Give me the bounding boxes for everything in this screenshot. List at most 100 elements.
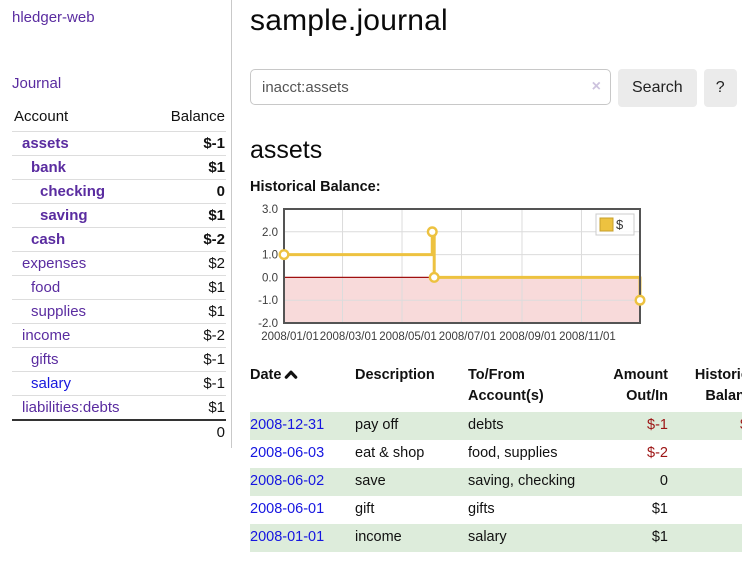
account-balance: $1: [208, 207, 225, 224]
account-balance: $-1: [203, 375, 225, 392]
sidebar-account-bank[interactable]: bank: [31, 159, 67, 176]
chart-label: Historical Balance:: [250, 179, 381, 195]
register-amount: $-2: [647, 445, 668, 462]
account-row: supplies $1: [12, 299, 226, 324]
register-header-row: Date Description To/From Account(s) Amount …: [250, 363, 742, 412]
register-tbody: 2008-12-31 pay off debts $-1$-1 2008-06-03 ea…: [250, 412, 742, 553]
legend-swatch-icon: [599, 217, 614, 232]
sidebar-account-supplies[interactable]: supplies: [31, 303, 87, 320]
svg-text:2008/07/01: 2008/07/01: [439, 331, 497, 343]
register-description: eat & shop: [355, 445, 425, 462]
account-balance: $1: [208, 279, 225, 296]
svg-text:3.0: 3.0: [262, 204, 278, 216]
sidebar-account-saving[interactable]: saving: [40, 207, 88, 224]
transaction-date-link[interactable]: 2008-06-01: [250, 501, 325, 518]
account-row: salary $-1: [12, 371, 226, 396]
sidebar-account-gifts[interactable]: gifts: [31, 351, 59, 368]
sidebar-account-expenses[interactable]: expenses: [22, 255, 87, 272]
search-button[interactable]: Search: [618, 69, 697, 107]
register-row: 2008-06-01 gift gifts $1$2: [250, 496, 742, 524]
page-title: sample.journal: [250, 4, 448, 37]
account-balance: $1: [208, 303, 225, 320]
transaction-date-link[interactable]: 2008-12-31: [250, 417, 325, 434]
accounts-total-value: 0: [151, 419, 226, 444]
sidebar-item-journal[interactable]: Journal: [12, 75, 62, 92]
register-row: 2008-06-02 save saving, checking 0$2: [250, 468, 742, 497]
register-col-historical-balance: Historical Balance: [694, 367, 742, 405]
account-heading: assets: [250, 136, 323, 164]
register-col-amount-out-in: Amount Out/In: [613, 367, 668, 405]
account-balance: 0: [216, 183, 225, 200]
svg-text:2008/03/01: 2008/03/01: [320, 331, 378, 343]
account-balance: $-2: [203, 231, 225, 248]
register-table: Date Description To/From Account(s) Amount …: [250, 363, 742, 553]
svg-text:-1.0: -1.0: [258, 295, 278, 307]
register-balance: $1: [668, 524, 742, 552]
account-row: income $-2: [12, 323, 226, 348]
account-row: cash $-2: [12, 227, 226, 252]
svg-text:2.0: 2.0: [262, 227, 278, 239]
register-description: income: [355, 529, 402, 546]
transaction-date-link[interactable]: 2008-01-01: [250, 529, 325, 546]
search-input[interactable]: [250, 69, 611, 105]
sidebar-account-assets[interactable]: assets: [22, 135, 69, 152]
register-accounts: food, supplies: [468, 445, 558, 462]
register-amount: $1: [651, 501, 668, 518]
svg-text:2008/05/01: 2008/05/01: [379, 331, 437, 343]
sidebar: hledger-web Journal Account Balance asse…: [0, 0, 232, 448]
transaction-date-link[interactable]: 2008-06-02: [250, 473, 325, 490]
clear-search-icon[interactable]: ×: [591, 78, 601, 95]
register-row: 2008-12-31 pay off debts $-1$-1: [250, 412, 742, 441]
register-col-to-from-account-s-: To/From Account(s): [468, 367, 544, 405]
svg-text:2008/11/01: 2008/11/01: [559, 331, 616, 343]
account-balance: $1: [208, 399, 225, 416]
register-accounts: gifts: [468, 501, 495, 518]
account-row: checking 0: [12, 179, 226, 204]
accounts-col-account: Account: [14, 108, 69, 125]
register-accounts: debts: [468, 417, 504, 434]
register-accounts: salary: [468, 529, 507, 546]
account-row: bank $1: [12, 155, 226, 180]
sidebar-account-income[interactable]: income: [22, 327, 71, 344]
register-balance: $2: [668, 496, 742, 524]
register-balance: $-1: [668, 412, 742, 440]
sidebar-account-cash[interactable]: cash: [31, 231, 66, 248]
register-description: gift: [355, 501, 375, 518]
account-row: food $1: [12, 275, 226, 300]
svg-text:2008/09/01: 2008/09/01: [499, 331, 557, 343]
accounts-tbody: assets $-1 bank $1 checking 0 saving $1 cash $-2 e…: [12, 131, 226, 421]
account-row: liabilities:debts $1: [12, 395, 226, 421]
account-balance: $-2: [203, 327, 225, 344]
search-row: × Search ?: [250, 69, 742, 107]
register-row: 2008-06-03 eat & shop food, supplies $-20: [250, 440, 742, 468]
help-button[interactable]: ?: [703, 69, 737, 107]
brand-link[interactable]: hledger-web: [12, 9, 95, 26]
accounts-total-row: 0: [12, 419, 226, 444]
svg-text:1.0: 1.0: [262, 250, 278, 262]
svg-text:2008/01/01: 2008/01/01: [261, 331, 319, 343]
sidebar-account-checking[interactable]: checking: [40, 183, 106, 200]
main-content: sample.journal × Search ? assets Histori…: [232, 0, 742, 553]
sidebar-account-liabilities-debts[interactable]: liabilities:debts: [22, 399, 120, 416]
register-amount: $1: [651, 529, 668, 546]
register-description: pay off: [355, 417, 399, 434]
account-row: saving $1: [12, 203, 226, 228]
register-amount: 0: [659, 473, 668, 490]
account-balance: $-1: [203, 135, 225, 152]
svg-text:0.0: 0.0: [262, 272, 278, 284]
accounts-header-row: Account Balance: [12, 106, 226, 132]
sidebar-account-food[interactable]: food: [31, 279, 61, 296]
account-row: gifts $-1: [12, 347, 226, 372]
account-balance: $2: [208, 255, 225, 272]
transaction-date-link[interactable]: 2008-06-03: [250, 445, 325, 462]
accounts-table: Account Balance assets $-1 bank $1 checking 0…: [12, 106, 226, 444]
svg-text:$: $: [616, 217, 624, 232]
register-row: 2008-01-01 income salary $1$1: [250, 524, 742, 553]
sidebar-account-salary[interactable]: salary: [31, 375, 72, 392]
register-accounts: saving, checking: [468, 473, 576, 490]
account-balance: $-1: [203, 351, 225, 368]
register-description: save: [355, 473, 386, 490]
register-col-description: Description: [355, 367, 435, 383]
register-col-date[interactable]: Date: [250, 363, 355, 412]
